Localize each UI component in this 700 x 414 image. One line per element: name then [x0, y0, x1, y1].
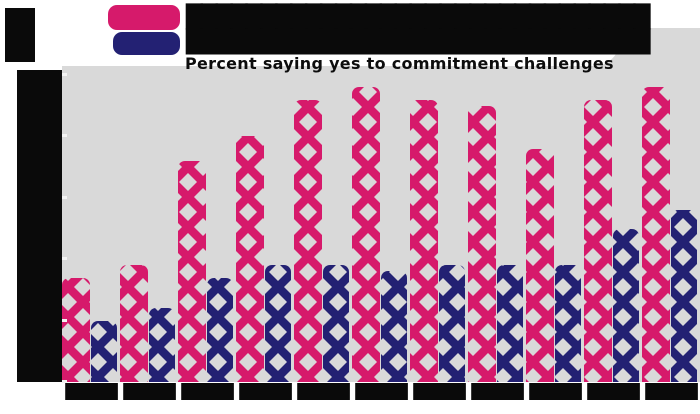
y-axis-tick-5	[62, 134, 67, 138]
bar-series1-5	[294, 99, 322, 382]
y-axis-labels-redacted-block	[17, 70, 62, 382]
x-axis-label-2: ████	[123, 383, 175, 400]
bar-series2-2	[149, 308, 175, 382]
bar-series2-10	[613, 228, 639, 382]
legend-label-series2-redacted: ███████████████████████████████	[186, 30, 650, 55]
bar-group-6	[352, 28, 410, 382]
redacted-corner-text-block	[5, 8, 35, 62]
chart-subtitle: Percent saying yes to commitment challen…	[185, 54, 614, 73]
bar-group-4	[236, 28, 294, 382]
x-axis-label-6: ████	[355, 383, 407, 400]
bar-series1-7	[410, 99, 438, 382]
bar-series1-11	[642, 87, 670, 382]
bars-container	[62, 28, 700, 382]
x-axis-label-10: ████	[587, 383, 639, 400]
legend-item-1: ███████████████████████████████	[108, 4, 650, 30]
bar-series2-7	[439, 265, 465, 382]
bar-series2-1	[91, 320, 117, 382]
x-axis-label-5: ████	[297, 383, 349, 400]
x-axis-label-1: ████	[65, 383, 117, 400]
legend: ███████████████████████████████ ████████…	[108, 4, 650, 73]
bar-group-8	[468, 28, 526, 382]
bar-series1-9	[526, 148, 554, 382]
bar-group-9	[526, 28, 584, 382]
bar-series2-11	[671, 210, 697, 382]
bar-series2-9	[555, 265, 581, 382]
legend-label-series1-redacted: ███████████████████████████████	[186, 4, 650, 30]
bar-series1-4	[236, 136, 264, 382]
x-axis-labels: ████ ████ ████ ████ ████ ████ ████ ████ ████ ████…	[62, 383, 700, 400]
x-axis-label-11: ████	[645, 383, 697, 400]
bar-series1-3	[178, 160, 206, 382]
y-axis-tick-4	[62, 195, 67, 199]
x-axis-label-7: ████	[413, 383, 465, 400]
bar-series2-6	[381, 271, 407, 382]
y-axis-tick-6	[62, 73, 67, 76]
bar-series2-8	[497, 265, 523, 382]
bar-series1-2	[120, 265, 148, 382]
y-axis-tick-3	[62, 257, 67, 261]
bar-series1-6	[352, 87, 380, 382]
bar-group-2	[120, 28, 178, 382]
bar-group-1	[62, 28, 120, 382]
bar-group-3	[178, 28, 236, 382]
bar-series2-5	[323, 265, 349, 382]
x-axis-label-4: ████	[239, 383, 291, 400]
x-axis-label-3: ████	[181, 383, 233, 400]
x-axis-label-9: ████	[529, 383, 581, 400]
bar-group-7	[410, 28, 468, 382]
legend-item-2: ███████████████████████████████	[108, 30, 650, 55]
bar-series2-4	[265, 265, 291, 382]
bar-series1-1	[62, 277, 90, 382]
legend-swatch-series1	[108, 5, 180, 30]
plot-area	[62, 28, 700, 383]
bar-series1-10	[584, 99, 612, 382]
x-axis-label-8: ████	[471, 383, 523, 400]
legend-swatch-series2	[113, 31, 180, 55]
chart-header: ███████████████████████████████ ████████…	[0, 0, 650, 72]
bar-series2-3	[207, 277, 233, 382]
y-axis-tick-2	[62, 318, 67, 322]
bar-group-5	[294, 28, 352, 382]
bar-group-11	[642, 28, 700, 382]
bar-series1-8	[468, 105, 496, 382]
bar-group-10	[584, 28, 642, 382]
y-axis-tick-1	[62, 380, 67, 383]
